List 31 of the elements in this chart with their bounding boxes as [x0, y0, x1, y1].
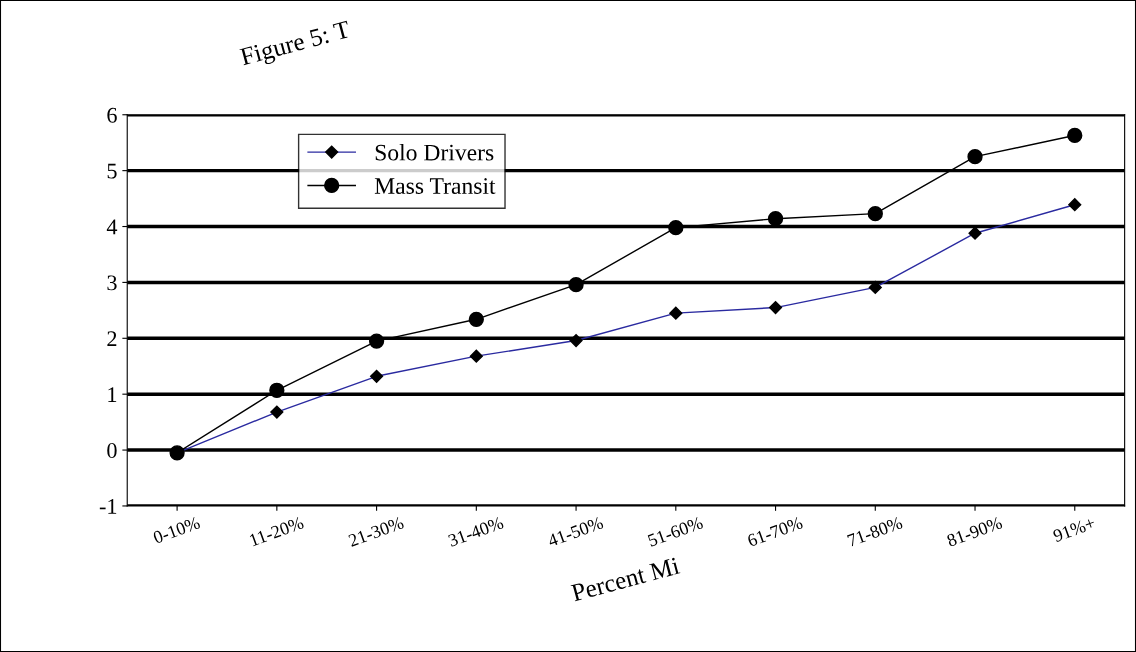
x-tick-label: 61-70% — [746, 516, 804, 547]
y-tick-label: 3 — [107, 275, 117, 291]
point — [269, 382, 285, 398]
y-tick-label: 6 — [107, 107, 117, 123]
point — [967, 149, 983, 165]
y-tick-label: 1 — [108, 387, 117, 402]
x-tick-label: 81-90% — [946, 516, 1003, 547]
point — [568, 277, 584, 293]
point — [368, 333, 385, 349]
point — [468, 311, 484, 327]
point — [867, 206, 883, 222]
y-tick-label: -1 — [99, 498, 117, 514]
x-tick-label: 0-10% — [152, 516, 201, 544]
y-tick-label: 4 — [106, 219, 118, 235]
legend-label: Solo Drivers — [375, 143, 494, 161]
x-tick-label: 21-30% — [347, 516, 405, 547]
chart-title: Figure 5: T — [239, 20, 353, 71]
x-tick-label: 31-40% — [447, 516, 505, 547]
x-tick-label: 71-80% — [846, 516, 904, 547]
point — [668, 220, 684, 236]
x-tick-label: 41-50% — [546, 516, 604, 548]
legend-label: Mass Transit — [374, 178, 496, 194]
x-tick-label: 11-20% — [249, 516, 305, 547]
y-tick-label: 2 — [107, 331, 117, 346]
point — [1067, 127, 1083, 144]
y-tick-label: 5 — [107, 163, 117, 179]
point — [767, 211, 784, 227]
y-tick-label: 0 — [107, 443, 117, 458]
x-tick-label: 51-60% — [647, 516, 704, 547]
x-tick-label: 91%+ — [1052, 516, 1096, 543]
x-axis-title: Percent Mi — [570, 557, 681, 602]
